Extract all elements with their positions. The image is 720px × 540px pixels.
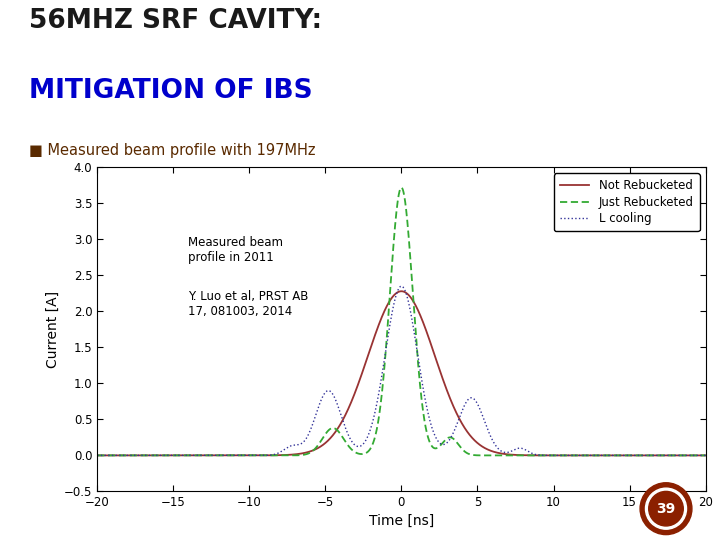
- Not Rebucketed: [397, 288, 405, 294]
- Just Rebucketed: [690, 452, 698, 458]
- Line: Just Rebucketed: Just Rebucketed: [97, 187, 706, 455]
- Text: Measured beam
profile in 2011: Measured beam profile in 2011: [189, 236, 284, 264]
- Just Rebucketed: [326, 426, 335, 432]
- Just Rebucketed: [199, 452, 207, 458]
- Y-axis label: Current [A]: Current [A]: [46, 291, 60, 368]
- L cooling: [701, 452, 710, 458]
- L cooling: [397, 283, 406, 289]
- Not Rebucketed: [353, 384, 361, 391]
- Just Rebucketed: [701, 452, 710, 458]
- Text: 39: 39: [657, 502, 675, 516]
- Not Rebucketed: [701, 452, 710, 458]
- L cooling: [93, 452, 102, 458]
- Text: MITIGATION OF IBS: MITIGATION OF IBS: [29, 78, 312, 104]
- Just Rebucketed: [353, 450, 361, 456]
- Not Rebucketed: [199, 452, 207, 458]
- Circle shape: [640, 483, 692, 535]
- Not Rebucketed: [690, 452, 698, 458]
- Not Rebucketed: [624, 452, 633, 458]
- Text: 56MHZ SRF CAVITY:: 56MHZ SRF CAVITY:: [29, 8, 322, 34]
- Line: Not Rebucketed: Not Rebucketed: [97, 291, 706, 455]
- Not Rebucketed: [93, 452, 102, 458]
- Legend: Not Rebucketed, Just Rebucketed, L cooling: Not Rebucketed, Just Rebucketed, L cooli…: [554, 173, 700, 231]
- Just Rebucketed: [162, 452, 171, 458]
- Just Rebucketed: [397, 184, 406, 191]
- L cooling: [326, 388, 335, 395]
- Not Rebucketed: [162, 452, 171, 458]
- Text: Y. Luo et al, PRST AB
17, 081003, 2014: Y. Luo et al, PRST AB 17, 081003, 2014: [189, 290, 309, 318]
- Line: L cooling: L cooling: [97, 286, 706, 455]
- Text: ■ Measured beam profile with 197MHz: ■ Measured beam profile with 197MHz: [29, 143, 315, 158]
- L cooling: [624, 452, 633, 458]
- Just Rebucketed: [624, 452, 633, 458]
- Just Rebucketed: [93, 452, 102, 458]
- Circle shape: [649, 491, 683, 526]
- L cooling: [162, 452, 171, 458]
- L cooling: [690, 452, 698, 458]
- Not Rebucketed: [326, 435, 335, 441]
- L cooling: [199, 452, 207, 458]
- Circle shape: [646, 488, 687, 529]
- L cooling: [353, 443, 361, 449]
- X-axis label: Time [ns]: Time [ns]: [369, 514, 434, 528]
